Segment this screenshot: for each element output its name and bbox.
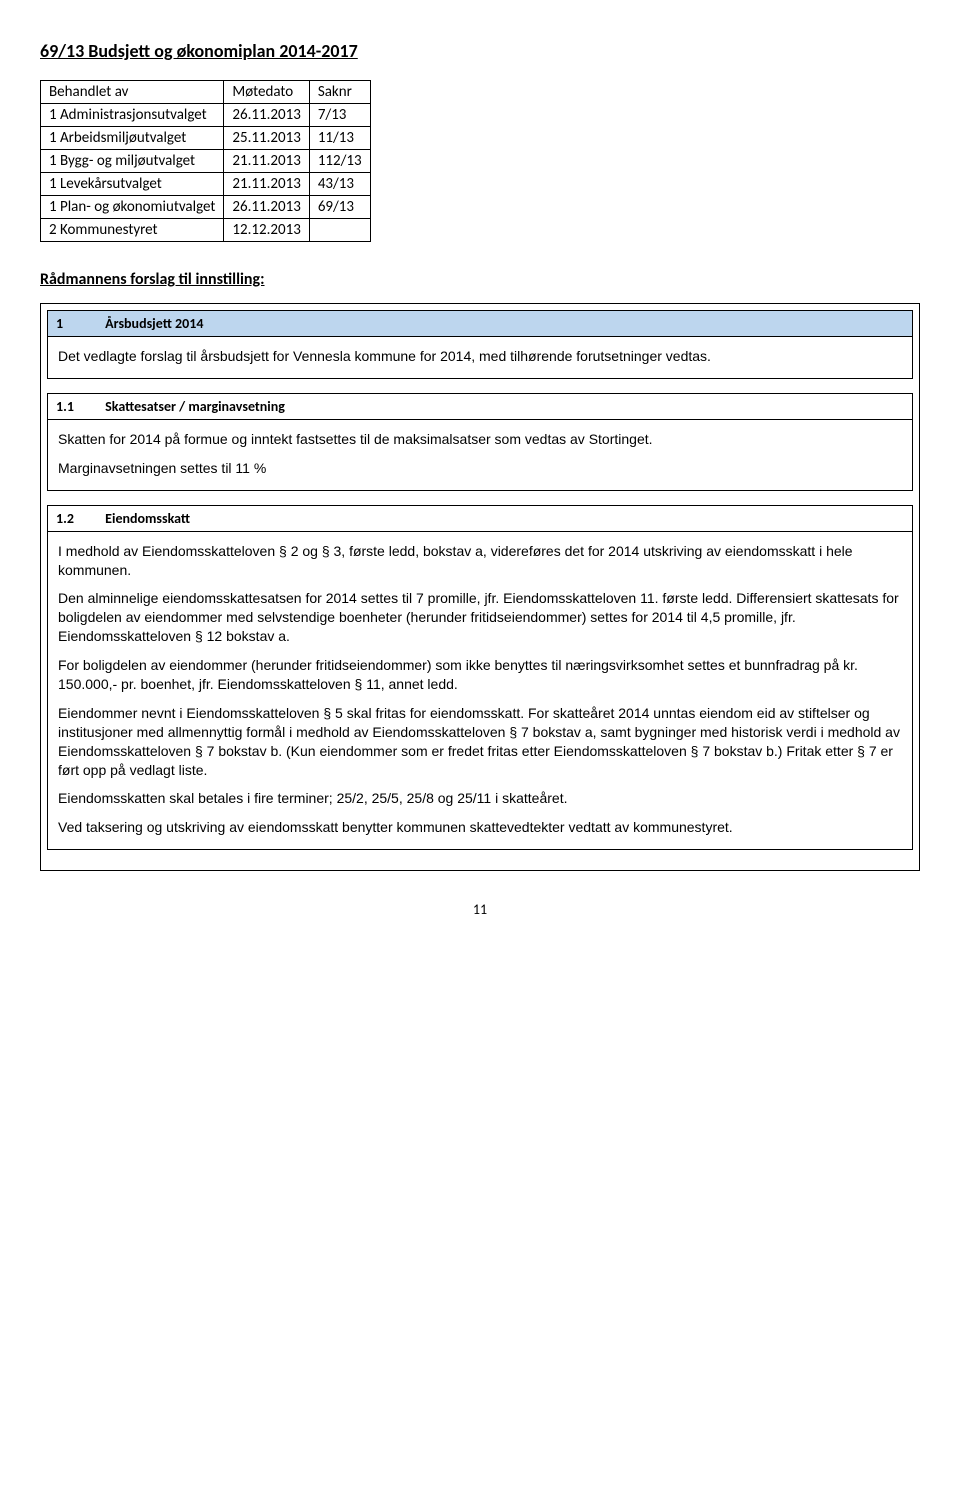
table-row: 1 Bygg- og miljøutvalget 21.11.2013 112/… [41, 150, 371, 173]
paragraph: Det vedlagte forslag til årsbudsjett for… [58, 347, 902, 366]
col-header: Møtedato [224, 81, 309, 104]
cell: 112/13 [309, 150, 370, 173]
meeting-table: Behandlet av Møtedato Saknr 1 Administra… [40, 80, 371, 242]
table-row: 1 Arbeidsmiljøutvalget 25.11.2013 11/13 [41, 127, 371, 150]
section-num: 1 [56, 315, 102, 332]
table-row: 1 Plan- og økonomiutvalget 26.11.2013 69… [41, 196, 371, 219]
section-body: I medhold av Eiendomsskatteloven § 2 og … [48, 532, 912, 850]
section-header: 1.1 Skattesatser / marginavsetning [48, 394, 912, 420]
section-label: Eiendomsskatt [105, 510, 190, 527]
section-1-1: 1.1 Skattesatser / marginavsetning Skatt… [47, 393, 913, 491]
cell: 1 Bygg- og miljøutvalget [41, 150, 224, 173]
section-body: Det vedlagte forslag til årsbudsjett for… [48, 337, 912, 378]
subheading: Rådmannens forslag til innstilling: [40, 270, 920, 289]
col-header: Saknr [309, 81, 370, 104]
section-num: 1.2 [56, 510, 102, 527]
section-body: Skatten for 2014 på formue og inntekt fa… [48, 420, 912, 490]
cell [309, 219, 370, 242]
table-header-row: Behandlet av Møtedato Saknr [41, 81, 371, 104]
cell: 43/13 [309, 173, 370, 196]
cell: 1 Levekårsutvalget [41, 173, 224, 196]
cell: 21.11.2013 [224, 173, 309, 196]
section-num: 1.1 [56, 398, 102, 415]
table-row: 1 Levekårsutvalget 21.11.2013 43/13 [41, 173, 371, 196]
paragraph: For boligdelen av eiendommer (herunder f… [58, 656, 902, 694]
section-header: 1.2 Eiendomsskatt [48, 506, 912, 532]
section-1-2: 1.2 Eiendomsskatt I medhold av Eiendomss… [47, 505, 913, 851]
paragraph: Den alminnelige eiendomsskattesatsen for… [58, 589, 902, 646]
cell: 2 Kommunestyret [41, 219, 224, 242]
paragraph: Marginavsetningen settes til 11 % [58, 459, 902, 478]
document-title: 69/13 Budsjett og økonomiplan 2014-2017 [40, 40, 920, 62]
table-row: 1 Administrasjonsutvalget 26.11.2013 7/1… [41, 104, 371, 127]
paragraph: Eiendommer nevnt i Eiendomsskatteloven §… [58, 704, 902, 780]
section-header: 1 Årsbudsjett 2014 [48, 311, 912, 337]
paragraph: Eiendomsskatten skal betales i fire term… [58, 789, 902, 808]
section-label: Skattesatser / marginavsetning [105, 398, 285, 415]
cell: 1 Administrasjonsutvalget [41, 104, 224, 127]
paragraph: Skatten for 2014 på formue og inntekt fa… [58, 430, 902, 449]
cell: 26.11.2013 [224, 104, 309, 127]
col-header: Behandlet av [41, 81, 224, 104]
cell: 7/13 [309, 104, 370, 127]
cell: 12.12.2013 [224, 219, 309, 242]
section-label: Årsbudsjett 2014 [105, 315, 203, 332]
cell: 26.11.2013 [224, 196, 309, 219]
table-row: 2 Kommunestyret 12.12.2013 [41, 219, 371, 242]
cell: 69/13 [309, 196, 370, 219]
resolution-box: 1 Årsbudsjett 2014 Det vedlagte forslag … [40, 303, 920, 871]
cell: 1 Arbeidsmiljøutvalget [41, 127, 224, 150]
cell: 11/13 [309, 127, 370, 150]
paragraph: Ved taksering og utskriving av eiendomss… [58, 818, 902, 837]
cell: 25.11.2013 [224, 127, 309, 150]
cell: 21.11.2013 [224, 150, 309, 173]
section-1: 1 Årsbudsjett 2014 Det vedlagte forslag … [47, 310, 913, 379]
page-number: 11 [40, 901, 920, 918]
paragraph: I medhold av Eiendomsskatteloven § 2 og … [58, 542, 902, 580]
page-container: 69/13 Budsjett og økonomiplan 2014-2017 … [0, 40, 960, 918]
cell: 1 Plan- og økonomiutvalget [41, 196, 224, 219]
